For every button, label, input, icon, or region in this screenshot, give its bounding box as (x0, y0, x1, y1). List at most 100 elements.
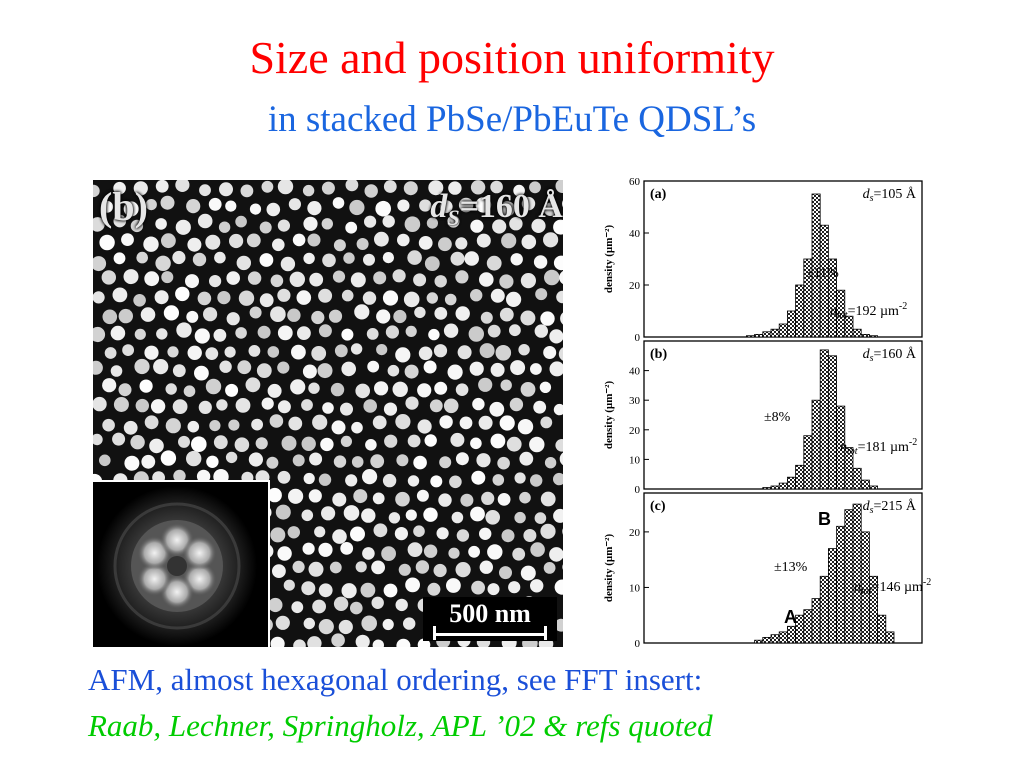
y-tick-label: 0 (635, 638, 641, 650)
quantum-dot (427, 582, 441, 596)
ds-symbol: d (863, 347, 871, 362)
quantum-dot (543, 232, 559, 248)
ds-symbol: d (863, 187, 871, 202)
quantum-dot (407, 542, 423, 557)
quantum-dot (510, 253, 523, 266)
quantum-dot (433, 563, 447, 578)
quantum-dot (113, 214, 127, 228)
quantum-dot (93, 184, 100, 198)
quantum-dot (156, 328, 168, 340)
quantum-dot (533, 255, 548, 269)
quantum-dot (530, 542, 545, 557)
quantum-dot (289, 271, 305, 287)
quantum-dot (308, 382, 320, 394)
histogram-bar (868, 575, 878, 644)
y-tick-label: 0 (635, 484, 641, 496)
quantum-dot (93, 433, 103, 446)
quantum-dot (205, 378, 222, 395)
quantum-dot (559, 271, 563, 285)
quantum-dot (372, 639, 384, 647)
quantum-dot (501, 529, 515, 543)
quantum-dot (155, 180, 169, 193)
quantum-dot (134, 358, 150, 375)
quantum-dot (314, 526, 326, 538)
quantum-dot (199, 184, 211, 197)
histogram-bar (770, 485, 780, 490)
quantum-dot (385, 325, 399, 339)
quantum-dot (213, 435, 228, 450)
quantum-dot (309, 272, 324, 287)
quantum-dot (144, 415, 159, 430)
quantum-dot (277, 180, 294, 195)
quantum-dot (209, 275, 222, 288)
quantum-dot (332, 529, 347, 544)
quantum-dot (403, 617, 416, 630)
quantum-dot (172, 364, 186, 378)
histogram-bar (844, 315, 854, 338)
quantum-dot (392, 269, 406, 283)
quantum-dot (121, 233, 134, 246)
quantum-dot (447, 215, 460, 228)
quantum-dot (476, 233, 491, 248)
y-tick-label: 20 (629, 425, 641, 437)
histogram-bar (762, 331, 772, 338)
quantum-dot (317, 363, 333, 379)
quantum-dot (301, 581, 316, 596)
ntot-subscript: tot (837, 310, 848, 321)
quantum-dot (530, 363, 542, 375)
quantum-dot (291, 601, 304, 614)
quantum-dot (178, 435, 190, 448)
quantum-dot (413, 273, 427, 287)
quantum-dot (343, 505, 360, 521)
quantum-dot (268, 597, 283, 613)
histogram-bar (754, 639, 764, 644)
quantum-dot (518, 344, 530, 356)
quantum-dot (426, 292, 438, 304)
quantum-dot (216, 399, 228, 411)
quantum-dot (387, 364, 400, 377)
quantum-dot (429, 399, 443, 413)
quantum-dot (197, 213, 213, 229)
y-tick-label: 60 (629, 176, 641, 188)
quantum-dot (322, 402, 334, 414)
quantum-dot (122, 344, 134, 356)
quantum-dot (267, 346, 280, 358)
quantum-dot (457, 345, 472, 360)
histogram-2: 0 10 20 30 40 density (µm⁻²) (b) ds=160 Å ±8% nto… (603, 340, 923, 496)
spread-label: ±8% (764, 410, 791, 425)
quantum-dot (307, 201, 322, 216)
quantum-dot (272, 564, 286, 578)
quantum-dot (318, 619, 334, 635)
quantum-dot (375, 200, 392, 217)
quantum-dot (458, 197, 474, 213)
quantum-dot (513, 184, 525, 197)
quantum-dot (540, 491, 556, 507)
spread-label: ±13% (774, 560, 808, 575)
quantum-dot (144, 345, 159, 360)
quantum-dot (407, 475, 420, 487)
y-axis-label: density (µm⁻²) (603, 225, 615, 294)
quantum-dot (112, 287, 128, 303)
quantum-dot (321, 218, 333, 230)
quantum-dot (349, 199, 365, 216)
quantum-dot (540, 523, 556, 539)
histogram-bar (786, 310, 796, 338)
quantum-dot (249, 306, 262, 319)
quantum-dot (280, 256, 296, 272)
panel-label: (c) (650, 499, 666, 514)
quantum-dot (530, 579, 544, 593)
quantum-dot (490, 362, 505, 377)
ds-label: ds=215 Å (863, 498, 917, 516)
quantum-dot (303, 472, 315, 485)
quantum-dot (361, 508, 376, 523)
quantum-dot (133, 294, 146, 307)
quantum-dot (350, 601, 363, 615)
quantum-dot (309, 452, 323, 466)
quantum-dot (487, 324, 501, 338)
quantum-dot (470, 219, 484, 233)
y-tick-label: 20 (629, 280, 641, 292)
quantum-dot (331, 420, 346, 435)
quantum-dot (554, 579, 563, 595)
quantum-dot (163, 305, 179, 321)
quantum-dot (270, 527, 286, 543)
